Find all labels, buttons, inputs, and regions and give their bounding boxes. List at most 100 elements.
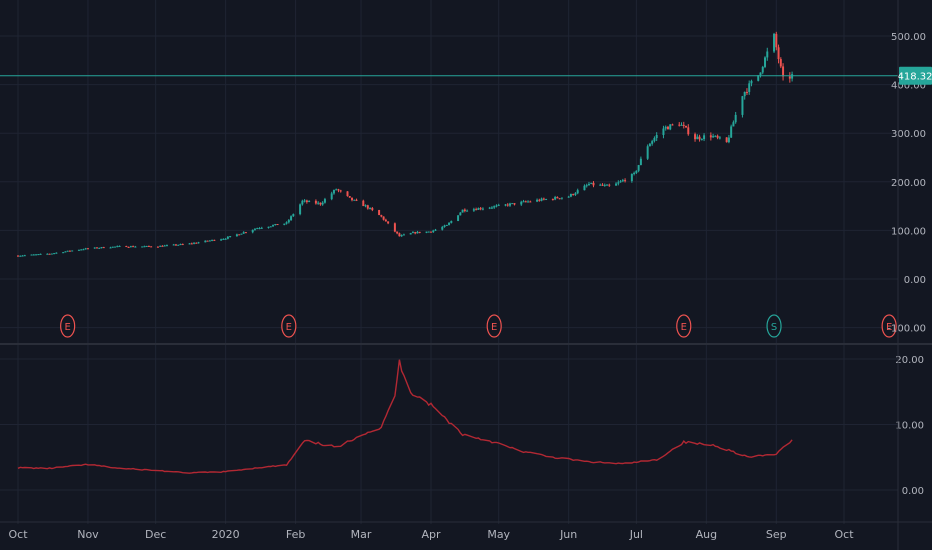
- candle-body[interactable]: [197, 242, 200, 244]
- candle-body[interactable]: [190, 243, 193, 245]
- candle-body[interactable]: [520, 201, 523, 205]
- candle-body[interactable]: [743, 91, 746, 97]
- candle-body[interactable]: [777, 47, 780, 60]
- candle-body[interactable]: [432, 230, 435, 233]
- candle-body[interactable]: [576, 190, 579, 194]
- candle-body[interactable]: [472, 209, 475, 211]
- candle-body[interactable]: [545, 199, 548, 201]
- candle-body[interactable]: [757, 75, 760, 81]
- candle-body[interactable]: [443, 225, 446, 227]
- candle-body[interactable]: [538, 199, 541, 201]
- indicator-line[interactable]: [17, 359, 793, 474]
- candle-body[interactable]: [495, 205, 498, 207]
- candle-body[interactable]: [134, 246, 137, 248]
- candle-body[interactable]: [35, 254, 38, 256]
- candle-body[interactable]: [224, 238, 227, 240]
- candle-body[interactable]: [450, 221, 453, 223]
- candle-body[interactable]: [637, 165, 640, 171]
- candle-body[interactable]: [109, 247, 112, 249]
- candle-body[interactable]: [62, 252, 65, 254]
- candle-body[interactable]: [788, 76, 791, 79]
- candle-body[interactable]: [567, 196, 570, 198]
- candle-body[interactable]: [211, 239, 214, 241]
- candle-body[interactable]: [206, 240, 209, 242]
- candle-body[interactable]: [17, 255, 19, 257]
- candle-body[interactable]: [55, 252, 58, 254]
- candle-body[interactable]: [709, 135, 712, 138]
- candle-body[interactable]: [540, 198, 543, 201]
- candle-body[interactable]: [712, 136, 715, 138]
- candle-body[interactable]: [46, 253, 49, 255]
- candle-body[interactable]: [145, 245, 148, 247]
- candle-body[interactable]: [195, 242, 198, 244]
- candle-body[interactable]: [748, 83, 751, 92]
- candle-body[interactable]: [461, 209, 464, 213]
- candle-body[interactable]: [714, 135, 717, 137]
- candle-body[interactable]: [633, 172, 636, 174]
- candle-body[interactable]: [671, 124, 674, 126]
- candle-body[interactable]: [409, 233, 412, 235]
- candle-body[interactable]: [635, 170, 638, 173]
- candle-body[interactable]: [30, 254, 33, 256]
- candle-body[interactable]: [156, 246, 159, 248]
- candle-body[interactable]: [111, 246, 114, 248]
- candle-body[interactable]: [330, 193, 333, 200]
- candle-body[interactable]: [276, 224, 279, 226]
- candle-body[interactable]: [213, 239, 216, 241]
- candle-body[interactable]: [242, 232, 245, 234]
- candle-body[interactable]: [125, 245, 128, 247]
- candle-body[interactable]: [400, 235, 403, 237]
- candle-body[interactable]: [177, 244, 180, 246]
- candle-body[interactable]: [240, 233, 243, 235]
- candle-body[interactable]: [37, 254, 40, 256]
- candle-body[interactable]: [287, 220, 290, 223]
- candle-body[interactable]: [181, 244, 184, 246]
- candle-body[interactable]: [592, 182, 595, 186]
- candle-body[interactable]: [741, 96, 744, 115]
- candle-body[interactable]: [321, 202, 324, 205]
- candle-body[interactable]: [558, 198, 561, 200]
- candle-body[interactable]: [292, 214, 295, 217]
- candle-body[interactable]: [441, 226, 444, 230]
- candle-body[interactable]: [411, 232, 414, 234]
- candle-body[interactable]: [339, 190, 342, 192]
- candle-body[interactable]: [179, 244, 182, 246]
- candle-body[interactable]: [479, 208, 482, 210]
- candle-body[interactable]: [23, 255, 26, 257]
- candle-body[interactable]: [619, 181, 622, 183]
- candle-body[interactable]: [222, 238, 225, 240]
- candle-body[interactable]: [651, 141, 654, 144]
- candle-body[interactable]: [427, 231, 430, 233]
- candle-body[interactable]: [734, 114, 737, 123]
- candle-body[interactable]: [703, 135, 706, 140]
- candle-body[interactable]: [621, 180, 624, 182]
- candle-body[interactable]: [129, 246, 132, 248]
- candle-body[interactable]: [204, 240, 207, 243]
- candle-body[interactable]: [305, 200, 308, 203]
- candle-body[interactable]: [82, 249, 85, 251]
- candle-body[interactable]: [615, 183, 618, 186]
- candle-body[interactable]: [86, 248, 89, 250]
- candle-body[interactable]: [53, 253, 56, 255]
- candle-body[interactable]: [560, 197, 563, 199]
- candle-body[interactable]: [165, 245, 168, 247]
- candle-body[interactable]: [256, 228, 259, 230]
- candle-body[interactable]: [260, 227, 263, 229]
- candle-body[interactable]: [102, 247, 105, 249]
- candle-body[interactable]: [238, 234, 241, 236]
- candle-body[interactable]: [364, 205, 367, 207]
- candle-body[interactable]: [317, 202, 320, 204]
- candle-body[interactable]: [251, 229, 254, 233]
- indicator-axis[interactable]: 20.00 10.00 0.00: [895, 355, 924, 497]
- candle-body[interactable]: [508, 203, 511, 206]
- time-axis[interactable]: Oct Nov Dec 2020 Feb Mar Apr May Jun Jul Aug Sep Oct: [8, 528, 854, 541]
- candle-body[interactable]: [396, 231, 399, 234]
- candle-body[interactable]: [524, 201, 527, 203]
- candle-body[interactable]: [132, 246, 135, 248]
- candle-body[interactable]: [764, 57, 767, 67]
- candle-body[interactable]: [666, 126, 669, 130]
- candle-body[interactable]: [208, 240, 211, 242]
- candle-body[interactable]: [569, 194, 572, 197]
- candle-body[interactable]: [159, 245, 162, 247]
- candle-body[interactable]: [48, 253, 51, 255]
